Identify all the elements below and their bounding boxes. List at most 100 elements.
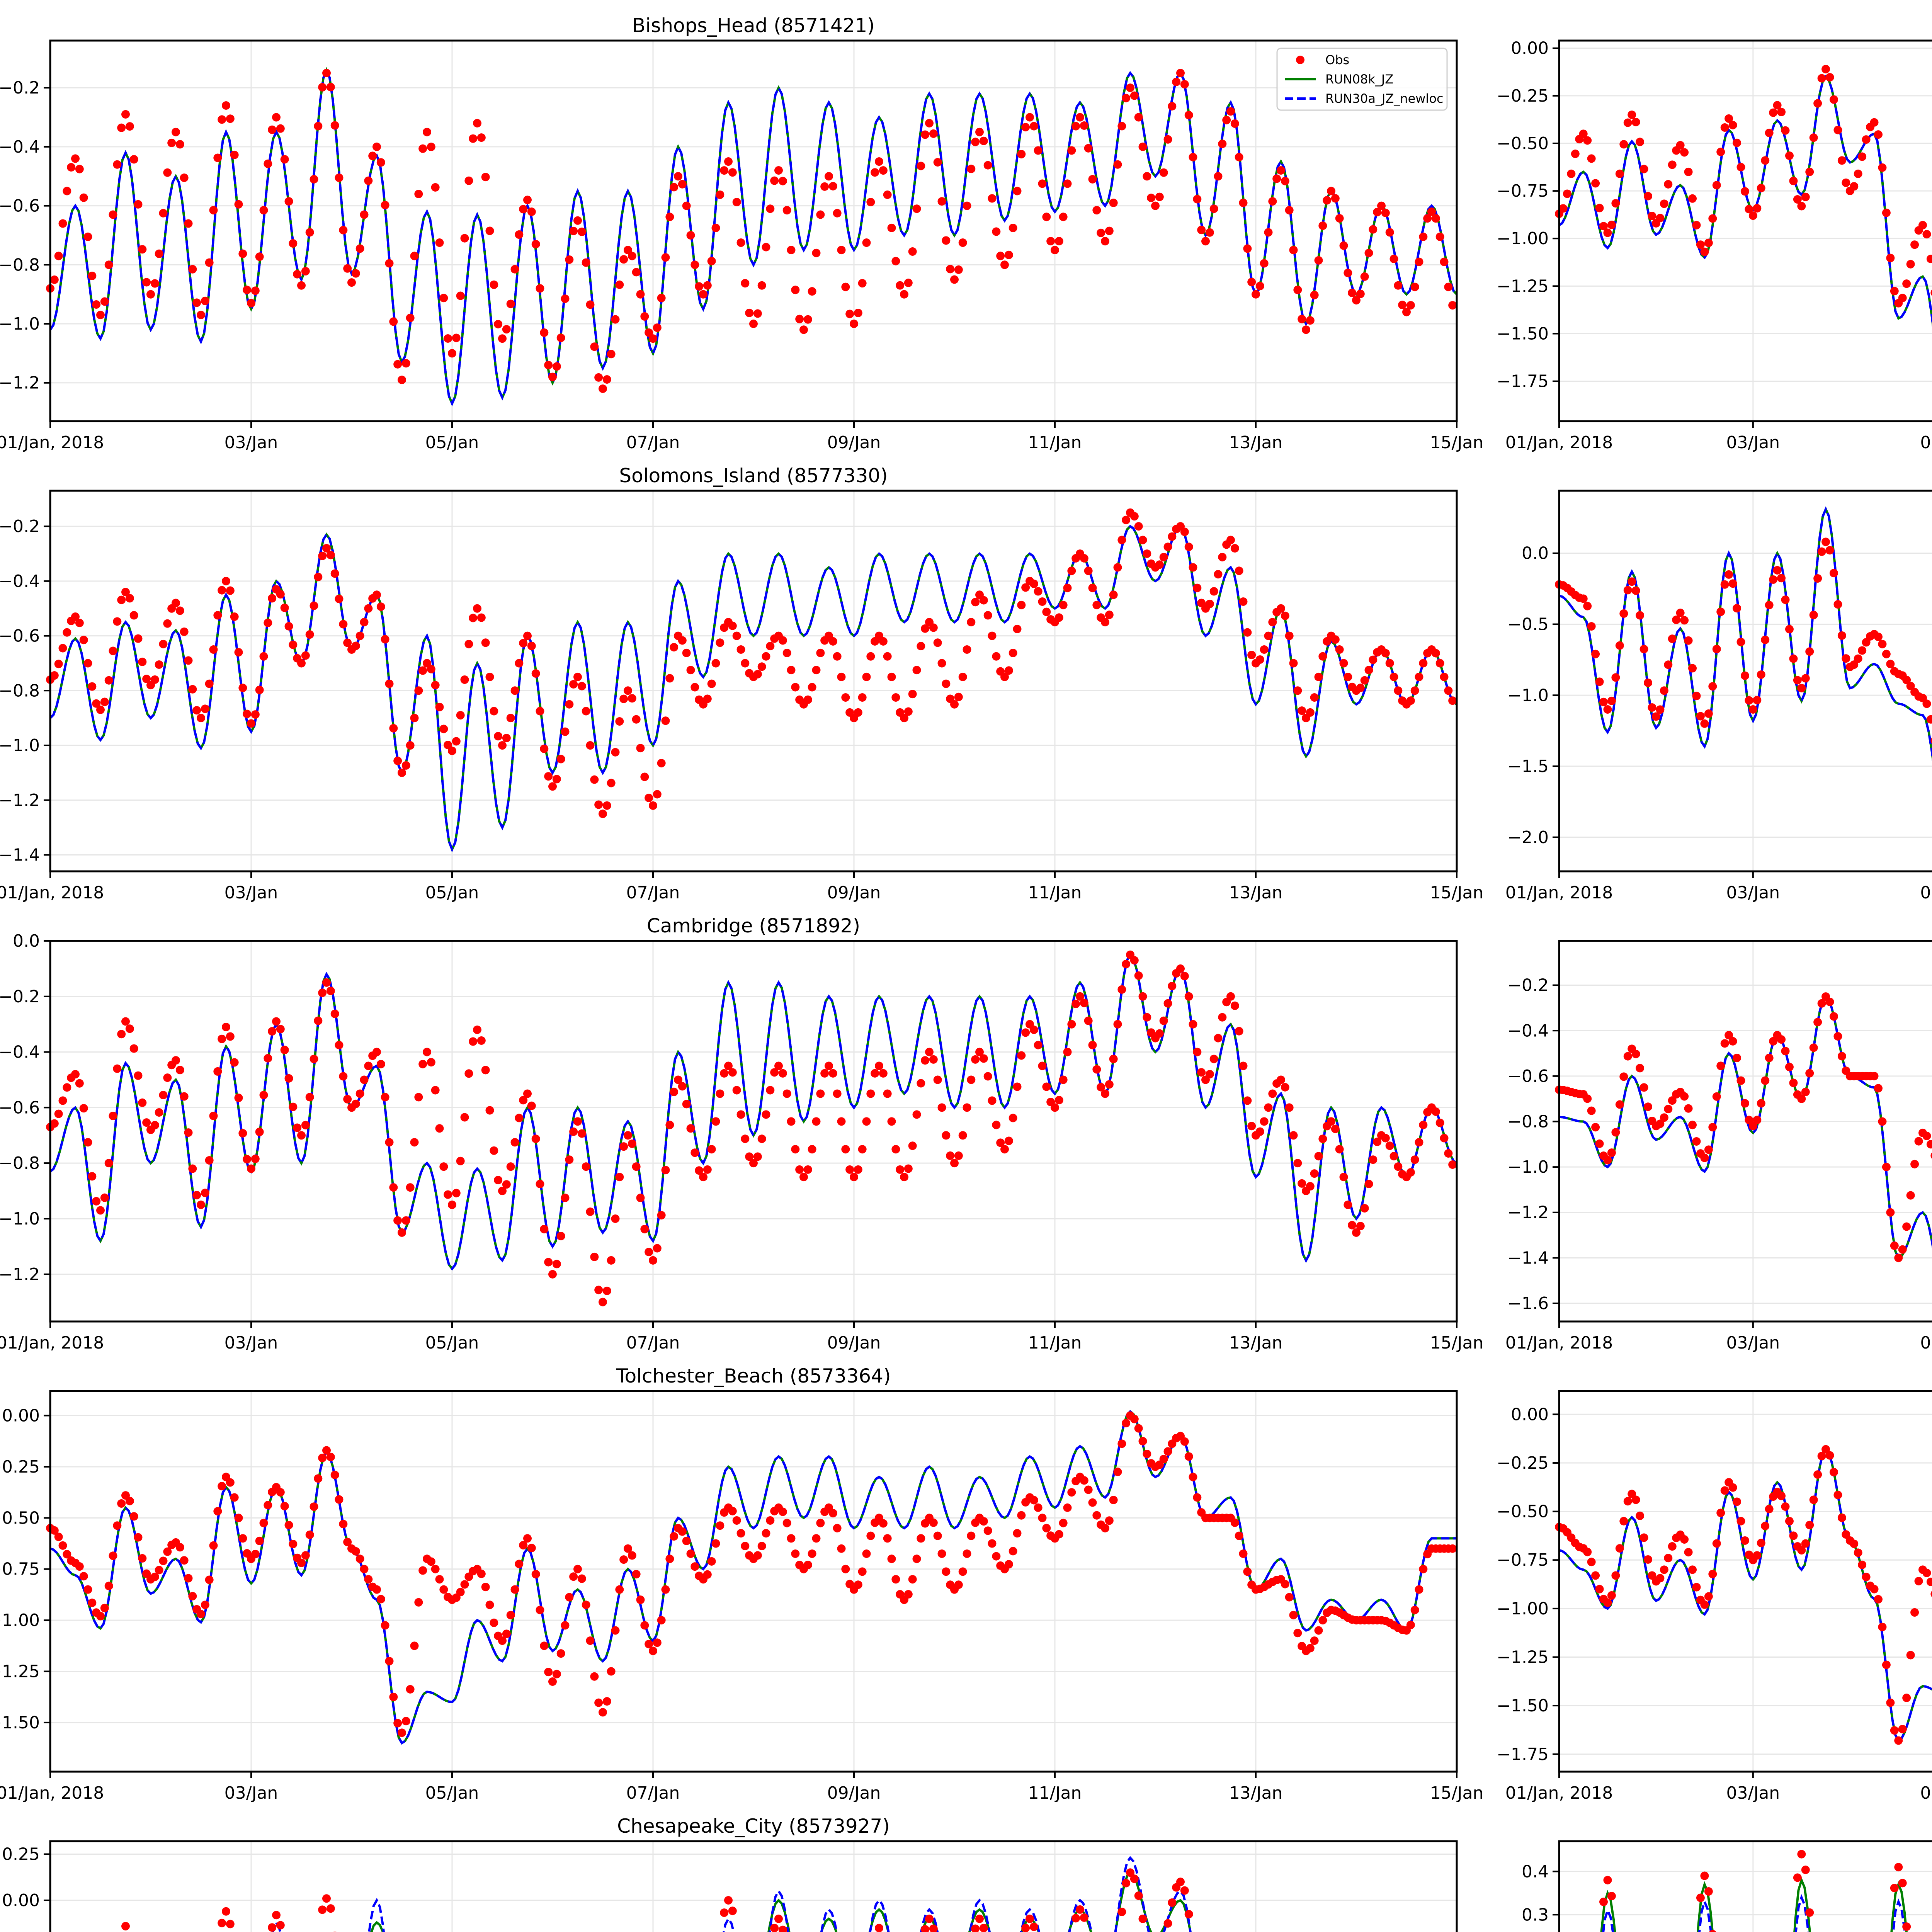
obs-point (845, 310, 854, 318)
obs-point (201, 1189, 209, 1197)
obs-point (305, 1093, 314, 1102)
obs-point (1000, 1145, 1009, 1154)
obs-point (1348, 1221, 1357, 1230)
y-tick-label: −1.75 (1497, 1745, 1549, 1764)
obs-point (703, 1570, 712, 1579)
obs-point (1051, 246, 1059, 255)
obs-point (1656, 1574, 1665, 1583)
obs-point (272, 113, 281, 122)
obs-point (113, 160, 122, 169)
obs-point (1785, 1063, 1794, 1071)
obs-point (510, 1138, 519, 1147)
obs-point (1781, 1502, 1790, 1511)
obs-point (360, 1075, 369, 1084)
series-run08k-jz (50, 1410, 1457, 1745)
obs-point (1410, 686, 1419, 695)
obs-point (1728, 121, 1737, 129)
obs-point (134, 1071, 143, 1080)
obs-point (1385, 228, 1394, 237)
obs-point (226, 586, 235, 595)
obs-point (381, 1093, 389, 1102)
obs-point (1587, 1106, 1596, 1115)
obs-point (150, 1572, 159, 1581)
series-run08k-jz (1600, 1876, 1908, 1932)
obs-point (1310, 1169, 1319, 1178)
obs-point (1017, 1051, 1026, 1060)
obs-point (954, 692, 963, 701)
obs-point (464, 176, 473, 185)
obs-point (833, 209, 842, 218)
obs-point (569, 1572, 578, 1581)
obs-point (498, 1187, 507, 1196)
obs-point (1740, 671, 1749, 680)
obs-point (1009, 1547, 1017, 1556)
obs-point (1277, 166, 1285, 175)
obs-point (971, 1924, 980, 1932)
obs-point (670, 1087, 679, 1096)
obs-point (506, 299, 515, 308)
obs-point (803, 1561, 812, 1570)
y-tick-label: −1.0 (1507, 685, 1549, 705)
obs-point (908, 1141, 917, 1150)
obs-point (1611, 673, 1620, 682)
obs-point (1239, 1061, 1248, 1070)
obs-point (871, 1069, 879, 1078)
obs-point (1197, 1068, 1206, 1077)
obs-point (280, 155, 289, 164)
legend-label: RUN30a_JZ_newloc (1325, 91, 1443, 106)
obs-point (464, 1069, 473, 1078)
obs-point (569, 1127, 578, 1136)
obs-point (577, 227, 586, 236)
obs-point (988, 631, 997, 640)
obs-point (1247, 1122, 1256, 1131)
obs-point (527, 1544, 536, 1553)
obs-point (351, 269, 360, 278)
obs-point (1894, 1253, 1903, 1262)
obs-point (1748, 705, 1757, 714)
obs-point (1636, 138, 1645, 146)
obs-point (1209, 204, 1218, 213)
obs-point (1636, 1064, 1645, 1073)
obs-point (318, 83, 327, 92)
obs-point (1285, 1103, 1294, 1112)
obs-point (531, 669, 540, 678)
obs-point (71, 1070, 80, 1079)
obs-point (1777, 574, 1786, 583)
obs-point (686, 666, 695, 675)
x-tick-label: 01/Jan, 2018 (1505, 433, 1613, 452)
obs-point (1805, 1520, 1814, 1529)
obs-point (435, 1124, 444, 1133)
obs-point (1415, 257, 1423, 266)
obs-point (1054, 1096, 1063, 1105)
obs-point (736, 1110, 745, 1119)
obs-point (1209, 1054, 1218, 1063)
obs-point (1704, 1592, 1713, 1601)
obs-point (682, 1100, 691, 1109)
obs-point (163, 168, 172, 177)
obs-point (1878, 1622, 1887, 1631)
obs-point (1356, 1222, 1365, 1231)
obs-point (1571, 150, 1580, 158)
panel-title: Cambridge (8571892) (647, 915, 860, 937)
obs-point (104, 676, 113, 685)
obs-point (1176, 964, 1185, 973)
obs-point (121, 1017, 130, 1026)
y-tick-label: −0.6 (1507, 1066, 1549, 1086)
obs-point (222, 1907, 230, 1916)
obs-point (79, 1572, 88, 1581)
obs-point (670, 643, 679, 652)
obs-point (326, 986, 335, 995)
obs-point (1097, 1083, 1105, 1092)
obs-point (456, 291, 465, 300)
obs-point (1809, 133, 1818, 142)
obs-point (602, 801, 611, 810)
obs-point (548, 372, 557, 381)
obs-point (326, 83, 335, 92)
obs-point (1761, 1522, 1770, 1531)
obs-point (259, 1519, 268, 1527)
obs-point (1230, 119, 1239, 128)
y-tick-label: 0.0 (13, 931, 40, 951)
obs-point (599, 384, 607, 393)
obs-point (577, 1574, 586, 1583)
obs-point (1034, 146, 1043, 155)
